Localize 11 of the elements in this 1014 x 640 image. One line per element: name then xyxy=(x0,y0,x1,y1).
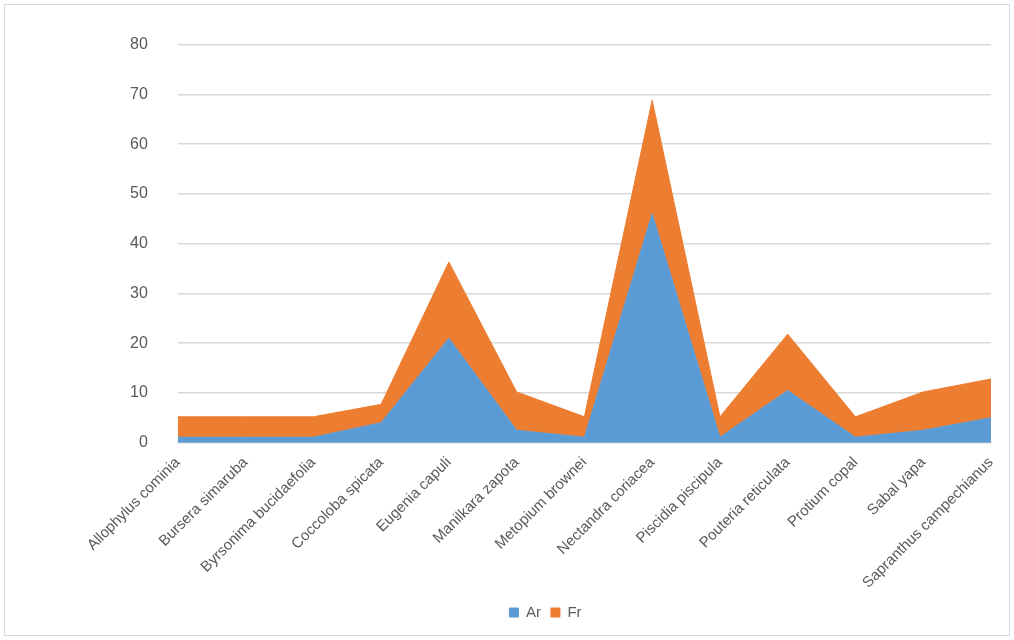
y-tick-label: 0 xyxy=(138,433,148,451)
legend-label: Fr xyxy=(567,602,582,620)
y-tick-label: 40 xyxy=(130,234,148,252)
legend-label: Ar xyxy=(525,602,541,620)
y-tick-label: 20 xyxy=(130,333,148,351)
y-tick-label: 80 xyxy=(130,35,148,53)
y-tick-label: 60 xyxy=(130,134,148,152)
y-tick-label: 50 xyxy=(130,184,148,202)
y-tick-label: 30 xyxy=(130,283,148,301)
y-tick-label: 70 xyxy=(130,84,148,102)
y-tick-label: 10 xyxy=(130,383,148,401)
